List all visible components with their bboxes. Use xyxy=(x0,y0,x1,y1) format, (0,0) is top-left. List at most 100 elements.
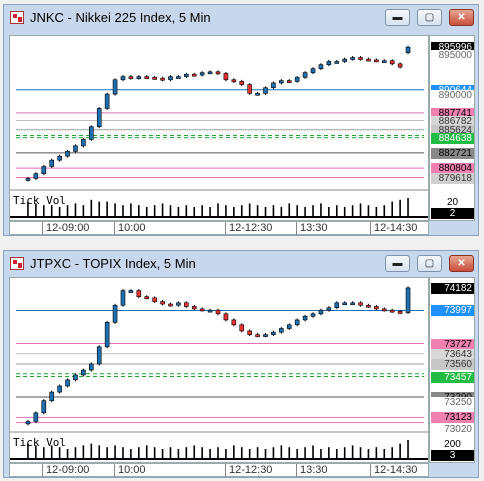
minimize-button[interactable]: ▬ xyxy=(385,255,410,272)
price-axis[interactable]: 8959968950008906448900008877418867828856… xyxy=(429,35,475,221)
volume-bar xyxy=(145,445,148,458)
candle-body xyxy=(57,155,62,161)
volume-bar xyxy=(209,449,211,458)
candle-body xyxy=(184,73,189,77)
maximize-button[interactable]: ▢ xyxy=(417,9,442,26)
volume-bar xyxy=(193,207,196,216)
chart-window-nikkei: JNKC - Nikkei 225 Index, 5 Min ▬ ▢ ✕ Tic… xyxy=(3,4,479,236)
candle-body xyxy=(215,309,221,315)
price-tag: 73457 xyxy=(431,371,474,383)
candle-body xyxy=(342,58,347,62)
volume-bar xyxy=(367,449,370,458)
candle-body xyxy=(199,308,205,312)
volume-bar xyxy=(320,203,322,216)
candle-body xyxy=(310,68,316,73)
candle-body xyxy=(350,57,355,60)
candle-body xyxy=(152,297,157,302)
volume-bar xyxy=(58,447,61,458)
volume-scale-label: 200 xyxy=(444,439,461,450)
candle-body xyxy=(326,307,332,311)
volume-bar xyxy=(201,447,203,458)
candle-body xyxy=(397,311,403,314)
volume-bar xyxy=(328,447,330,458)
window-title: JTPXC - TOPIX Index, 5 Min xyxy=(30,256,196,271)
price-plot[interactable]: Tick Vol xyxy=(9,35,429,221)
close-button[interactable]: ✕ xyxy=(449,255,474,272)
volume-bar xyxy=(114,203,116,216)
volume-bar xyxy=(42,205,45,216)
candle-body xyxy=(215,71,221,75)
volume-bar xyxy=(193,445,196,458)
volume-bar xyxy=(335,205,338,216)
volume-bar xyxy=(27,201,29,216)
volume-bar xyxy=(280,207,283,216)
candle-body xyxy=(374,59,379,63)
chart-app-icon xyxy=(10,257,24,270)
volume-bar xyxy=(130,449,132,458)
volume-bar xyxy=(201,205,203,216)
candle-body xyxy=(120,290,126,306)
candle-body xyxy=(152,77,157,80)
minimize-button[interactable]: ▬ xyxy=(385,9,410,26)
volume-bar xyxy=(407,440,409,458)
candle-body xyxy=(49,159,55,167)
candle-body xyxy=(112,79,118,95)
close-button[interactable]: ✕ xyxy=(449,9,474,26)
candle-body xyxy=(49,391,55,401)
volume-bar xyxy=(185,205,188,216)
candle-body xyxy=(104,322,110,348)
volume-bar xyxy=(280,445,283,458)
window-titlebar[interactable]: JTPXC - TOPIX Index, 5 Min ▬ ▢ ✕ xyxy=(4,251,478,277)
candle-body xyxy=(191,73,197,77)
candle-body xyxy=(199,72,205,76)
volume-bar xyxy=(391,447,394,458)
time-label: 10:00 xyxy=(114,464,146,477)
time-label: 13:30 xyxy=(296,222,328,235)
volume-bar xyxy=(359,203,362,216)
volume-bar xyxy=(296,449,298,458)
candle-body xyxy=(366,58,371,62)
volume-bar xyxy=(343,207,346,216)
volume-bar xyxy=(82,205,85,216)
candle-body xyxy=(358,302,363,306)
candle-body xyxy=(271,331,276,335)
volume-bar xyxy=(153,205,156,216)
candle-body xyxy=(381,60,387,63)
maximize-button[interactable]: ▢ xyxy=(417,255,442,272)
volume-bar xyxy=(185,447,188,458)
candle-body xyxy=(286,324,292,329)
price-tag: 882721 xyxy=(431,147,474,159)
volume-bar xyxy=(264,207,267,216)
window-titlebar[interactable]: JNKC - Nikkei 225 Index, 5 Min ▬ ▢ ✕ xyxy=(4,5,478,31)
volume-scale-label: 20 xyxy=(446,197,459,208)
volume-bar xyxy=(74,203,77,216)
candle-body xyxy=(294,319,300,326)
volume-bar xyxy=(161,203,164,216)
time-label: 12-14:30 xyxy=(370,464,417,477)
minimize-icon: ▬ xyxy=(392,258,403,269)
volume-bar xyxy=(288,447,291,458)
volume-bar xyxy=(138,447,140,458)
candle-body xyxy=(405,46,411,54)
candle-body xyxy=(302,72,308,78)
candle-body xyxy=(255,93,260,96)
candle-body xyxy=(57,385,62,393)
volume-bar xyxy=(359,447,362,458)
volume-title: Tick Vol xyxy=(13,194,66,207)
candle-body xyxy=(207,309,213,313)
candle-body xyxy=(223,313,229,321)
volume-bar xyxy=(351,205,354,216)
price-plot[interactable]: Tick Vol xyxy=(9,277,429,463)
volume-bar xyxy=(106,447,108,458)
price-tag: 890000 xyxy=(431,89,474,101)
price-tag: 895996 xyxy=(431,42,474,54)
time-label: 12-12:30 xyxy=(225,464,272,477)
price-tag: 879618 xyxy=(431,172,474,184)
price-axis[interactable]: 7418273997737277364373560734577329073250… xyxy=(429,277,475,463)
volume-bar xyxy=(145,207,148,216)
candle-body xyxy=(310,313,316,317)
candle-body xyxy=(397,63,403,68)
volume-bar xyxy=(27,443,29,458)
price-tag: 880804 xyxy=(431,163,474,175)
time-label: 12-12:30 xyxy=(225,222,272,235)
